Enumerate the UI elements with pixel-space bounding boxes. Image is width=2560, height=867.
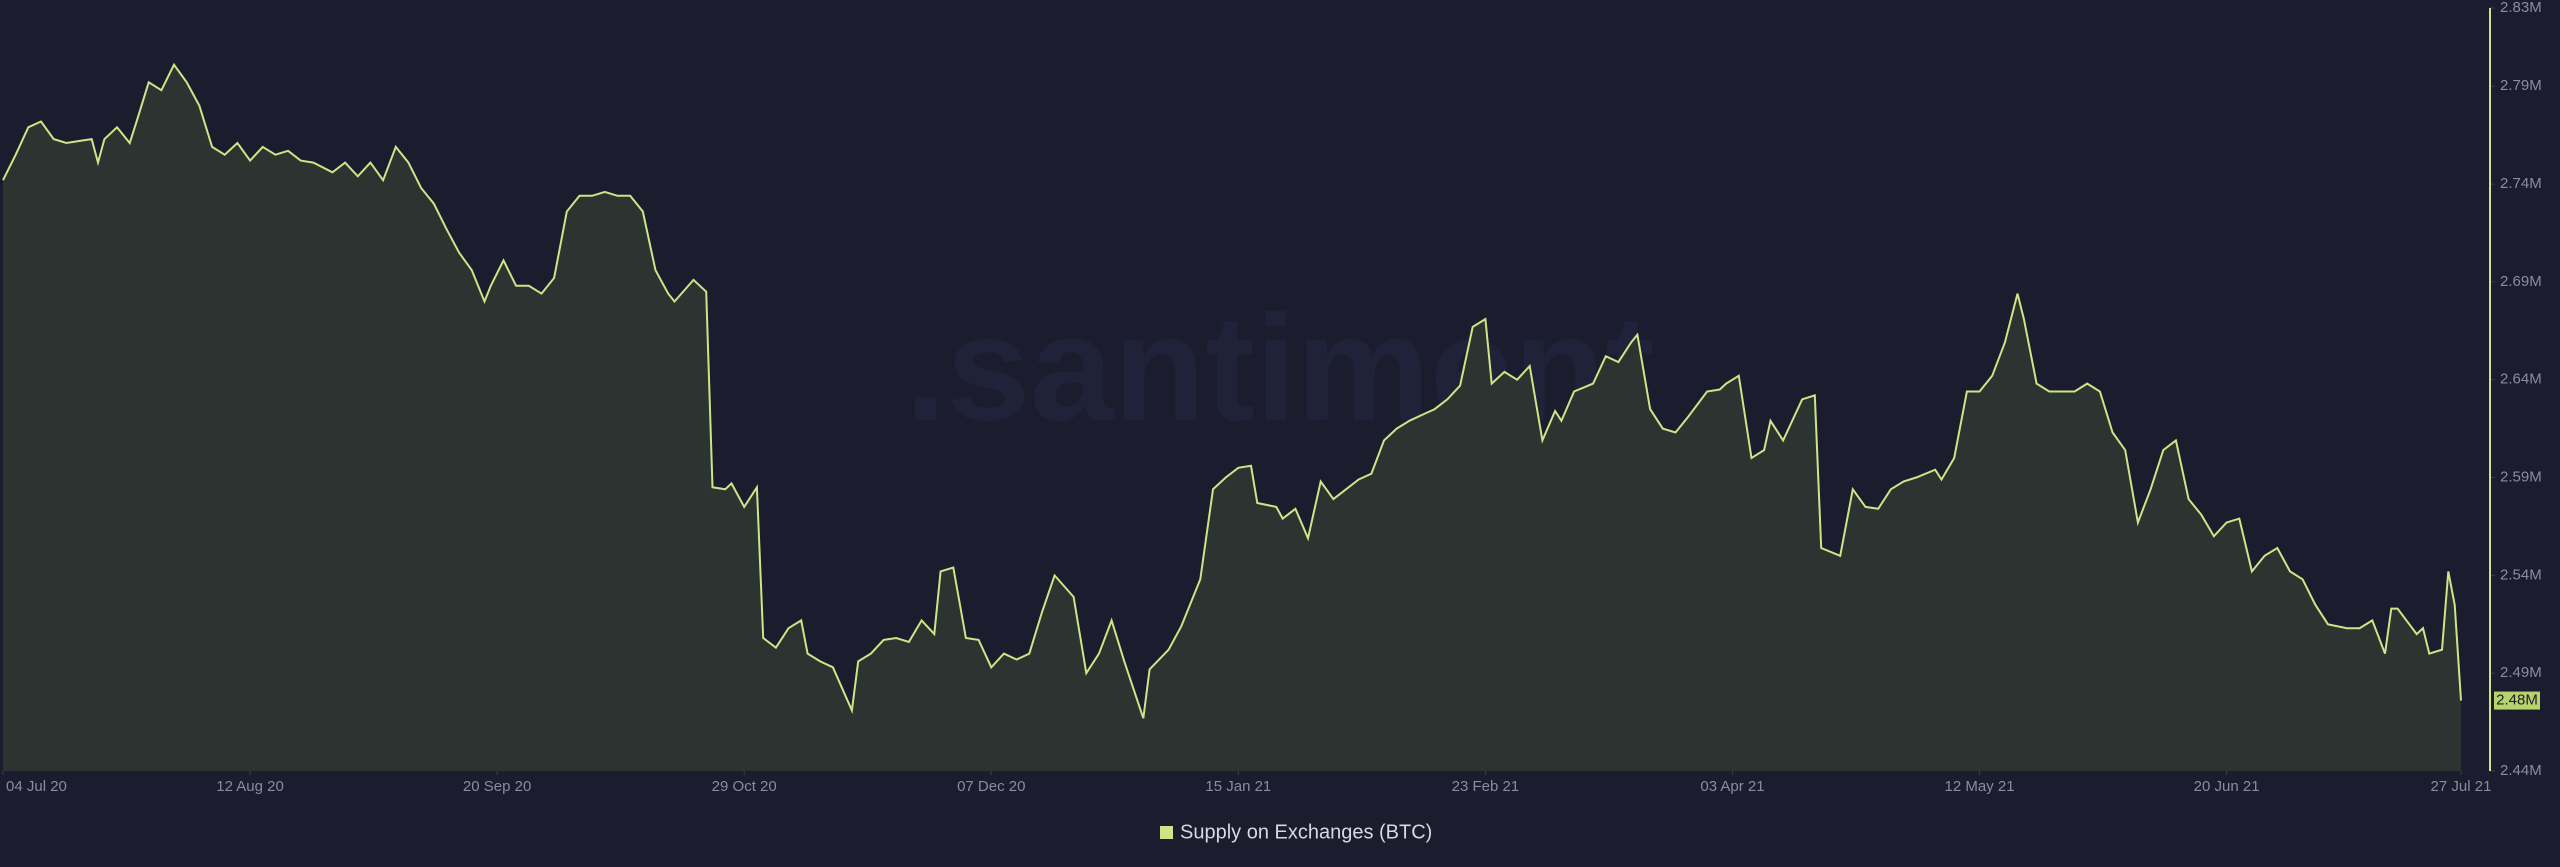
legend-label: Supply on Exchanges (BTC) (1180, 821, 1432, 843)
last-value-badge (2494, 691, 2540, 710)
x-tick-label: 03 Apr 21 (1700, 778, 1764, 795)
y-tick-label: 2.64M (2500, 371, 2542, 388)
y-tick-label: 2.49M (2500, 664, 2542, 681)
y-tick-label: 2.74M (2500, 175, 2542, 192)
y-tick-label: 2.44M (2500, 762, 2542, 779)
x-tick-label: 20 Jun 21 (2194, 778, 2260, 795)
area (3, 64, 2461, 771)
line (2, 62, 2462, 719)
x-tick-label: 04 Jul 20 (6, 778, 67, 795)
x-tick-label: 27 Jul 21 (2431, 778, 2492, 795)
y-tick-label: 2.69M (2500, 273, 2542, 290)
legend-swatch (1160, 826, 1173, 839)
x-tick-label: 12 May 21 (1945, 778, 2015, 795)
x-tick-label: 23 Feb 21 (1452, 778, 1520, 795)
x-tick-label: 07 Dec 20 (957, 778, 1025, 795)
y-tick-label: 2.59M (2500, 469, 2542, 486)
y-tick-label: 2.54M (2500, 566, 2542, 583)
y-tick-label: 2.83M (2500, 0, 2542, 16)
watermark: .santiment (905, 284, 1655, 452)
y-tick-label: 2.79M (2500, 77, 2542, 94)
x-tick-label: 20 Sep 20 (463, 778, 531, 795)
x-tick-label: 12 Aug 20 (216, 778, 284, 795)
x-tick-label: 29 Oct 20 (712, 778, 777, 795)
x-tick-label: 15 Jan 21 (1205, 778, 1271, 795)
last-value-label: 2.48M (2496, 692, 2538, 709)
